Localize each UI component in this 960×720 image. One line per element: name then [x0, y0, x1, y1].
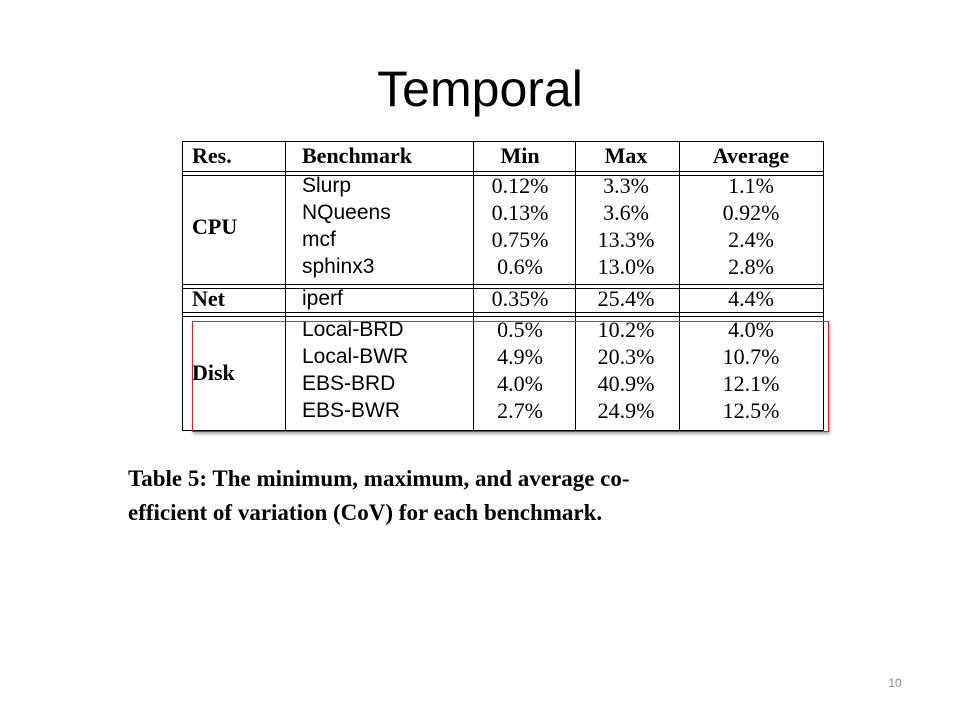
- table-header-row: Res. Benchmark Min Max Average: [182, 143, 824, 169]
- cell-benchmark: Local-BWR: [302, 345, 409, 368]
- header-max: Max: [604, 143, 648, 168]
- cell-max: 20.3%: [597, 344, 655, 369]
- cell-benchmark: EBS-BRD: [302, 372, 396, 395]
- cell-benchmark: sphinx3: [302, 255, 375, 278]
- table-rule-net-top: [182, 288, 824, 289]
- table-row: mcf 0.75% 13.3% 2.4%: [182, 227, 824, 253]
- cell-max: 3.3%: [603, 173, 649, 198]
- cell-min: 4.9%: [497, 344, 543, 369]
- cell-max: 40.9%: [597, 371, 655, 396]
- cell-max: 13.3%: [597, 227, 655, 252]
- cell-min: 0.75%: [491, 227, 549, 252]
- table-rule-disk-top: [182, 316, 824, 317]
- header-average: Average: [712, 143, 790, 168]
- cell-max: 25.4%: [597, 286, 655, 311]
- table-rule-header: [182, 171, 824, 172]
- table-row: Local-BWR 4.9% 20.3% 10.7%: [182, 344, 824, 370]
- table-rule-top: [182, 141, 824, 142]
- disk-highlight-box: [192, 321, 829, 432]
- cell-benchmark: Local-BRD: [302, 318, 404, 341]
- table-rule-col1: [285, 141, 286, 431]
- table-row: EBS-BWR 2.7% 24.9% 12.5%: [182, 398, 824, 424]
- page-number: 10: [888, 676, 902, 690]
- cell-average: 12.5%: [722, 398, 780, 423]
- cell-average: 4.4%: [728, 286, 774, 311]
- table-caption: Table 5: The minimum, maximum, and avera…: [128, 462, 888, 530]
- table-row: NQueens 0.13% 3.6% 0.92%: [182, 200, 824, 226]
- header-min: Min: [500, 143, 540, 168]
- caption-line-1: Table 5: The minimum, maximum, and avera…: [128, 466, 630, 491]
- cell-average: 0.92%: [722, 200, 780, 225]
- table-rule-col2: [473, 141, 474, 431]
- cell-min: 4.0%: [497, 371, 543, 396]
- table-row: sphinx3 0.6% 13.0% 2.8%: [182, 254, 824, 280]
- cell-average: 2.8%: [728, 254, 774, 279]
- cell-benchmark: iperf: [302, 287, 343, 310]
- table-row: Slurp 0.12% 3.3% 1.1%: [182, 173, 824, 199]
- cell-benchmark: NQueens: [302, 201, 391, 224]
- table-rule-header-double: [182, 175, 824, 176]
- cell-min: 0.12%: [491, 173, 549, 198]
- table-rule-right: [823, 141, 824, 431]
- caption-line-2: efficient of variation (CoV) for each be…: [128, 500, 603, 525]
- cell-min: 0.6%: [497, 254, 543, 279]
- cell-min: 0.35%: [491, 286, 549, 311]
- table-rule-col3: [575, 141, 576, 431]
- cell-min: 0.13%: [491, 200, 549, 225]
- cell-max: 3.6%: [603, 200, 649, 225]
- table-rule-left: [182, 141, 183, 431]
- table-rule-net-bottom: [182, 312, 824, 313]
- cell-average: 1.1%: [728, 173, 774, 198]
- cell-max: 24.9%: [597, 398, 655, 423]
- cell-benchmark: EBS-BWR: [302, 399, 401, 422]
- cell-benchmark: mcf: [302, 228, 336, 251]
- header-res: Res.: [192, 143, 232, 168]
- cell-average: 2.4%: [728, 227, 774, 252]
- cell-benchmark: Slurp: [302, 174, 352, 197]
- cell-average: 12.1%: [722, 371, 780, 396]
- cell-average: 10.7%: [722, 344, 780, 369]
- slide-title: Temporal: [377, 61, 583, 117]
- table-row: iperf 0.35% 25.4% 4.4%: [182, 286, 824, 312]
- table-row: EBS-BRD 4.0% 40.9% 12.1%: [182, 371, 824, 397]
- header-benchmark: Benchmark: [302, 143, 412, 168]
- cell-max: 13.0%: [597, 254, 655, 279]
- table-rule-cpu-bottom: [182, 284, 824, 285]
- group-label-cpu: CPU: [192, 214, 238, 239]
- cell-min: 2.7%: [497, 398, 543, 423]
- table-rule-bottom: [182, 430, 824, 431]
- table-rule-col4: [679, 141, 680, 431]
- group-label-disk: Disk: [192, 360, 235, 385]
- group-label-net: Net: [192, 286, 225, 311]
